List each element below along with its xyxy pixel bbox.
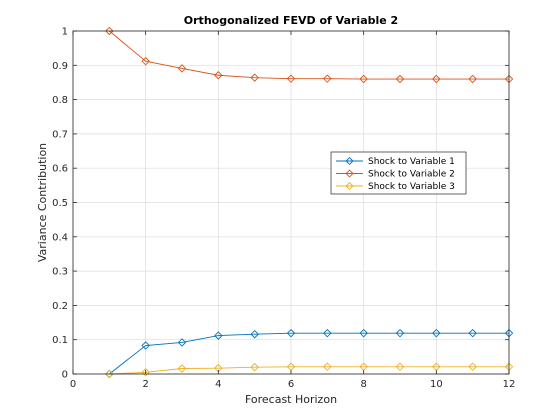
data-point [250, 362, 259, 372]
x-axis: 0 2 4 6 8 10 12 [70, 31, 516, 390]
data-point [250, 329, 259, 339]
x-tick-label: 12 [503, 379, 516, 390]
data-point [141, 368, 150, 377]
x-tick-label: 0 [70, 379, 76, 390]
series-line [109, 332, 509, 375]
data-point [359, 328, 368, 338]
x-tick-label: 6 [288, 379, 294, 390]
data-point [359, 74, 368, 84]
data-point [286, 328, 296, 338]
data-point [177, 364, 187, 373]
data-point [105, 26, 114, 36]
x-tick-label: 10 [430, 379, 443, 390]
y-axis: 0 0.1 0.2 0.3 0.4 0.5 0.6 0.7 0.8 0.9 1 [52, 27, 509, 381]
y-tick-label: 1 [62, 27, 68, 38]
data-point [432, 328, 441, 338]
legend-marker [345, 156, 354, 166]
series-1 [105, 328, 514, 379]
legend-item: Shock to Variable 1 [336, 156, 455, 167]
series-line [109, 366, 509, 375]
data-point [141, 56, 150, 66]
legend-box [330, 151, 467, 195]
y-tick-label: 0.5 [52, 198, 68, 209]
x-tick-label: 4 [215, 379, 221, 390]
data-point [286, 74, 296, 83]
data-point [323, 362, 332, 372]
data-point [177, 64, 187, 73]
y-tick-label: 0.3 [52, 267, 68, 278]
legend-marker [345, 181, 354, 191]
data-point [214, 71, 223, 80]
legend: Shock to Variable 1 Shock to Variable 2 Sh… [330, 151, 467, 195]
series-layer [105, 26, 514, 379]
y-tick-label: 0.6 [52, 164, 68, 175]
data-point [468, 74, 477, 84]
x-tick-label: 2 [142, 379, 148, 390]
legend-label: Shock to Variable 1 [368, 157, 455, 167]
y-tick-label: 0.8 [52, 95, 68, 106]
x-tick-label: 8 [360, 379, 366, 390]
legend-marker [345, 169, 354, 178]
data-point [468, 362, 477, 372]
legend-item: Shock to Variable 2 [336, 169, 455, 180]
y-tick-label: 0.7 [52, 129, 68, 140]
data-point [468, 328, 477, 338]
chart-title: Orthogonalized FEVD of Variable 2 [184, 14, 398, 27]
y-axis-label: Variance Contribution [36, 143, 49, 262]
data-point [141, 341, 150, 350]
legend-label: Shock to Variable 2 [368, 170, 455, 180]
data-point [395, 74, 405, 84]
data-point [250, 73, 259, 82]
legend-item: Shock to Variable 3 [336, 181, 455, 192]
y-tick-label: 0.9 [52, 61, 68, 72]
y-tick-label: 0.4 [52, 232, 68, 243]
legend-label: Shock to Variable 3 [368, 182, 455, 192]
data-point [395, 362, 405, 372]
data-point [105, 369, 114, 379]
data-point [323, 74, 332, 83]
data-point [395, 328, 405, 338]
y-tick-label: 0.1 [52, 335, 68, 346]
y-tick-label: 0.2 [52, 301, 68, 312]
data-point [323, 328, 332, 338]
data-point [432, 74, 441, 84]
series-line [109, 30, 509, 80]
data-point [177, 338, 187, 347]
x-axis-label: Forecast Horizon [245, 393, 337, 406]
y-tick-label: 0 [62, 370, 68, 381]
data-point [214, 331, 223, 340]
